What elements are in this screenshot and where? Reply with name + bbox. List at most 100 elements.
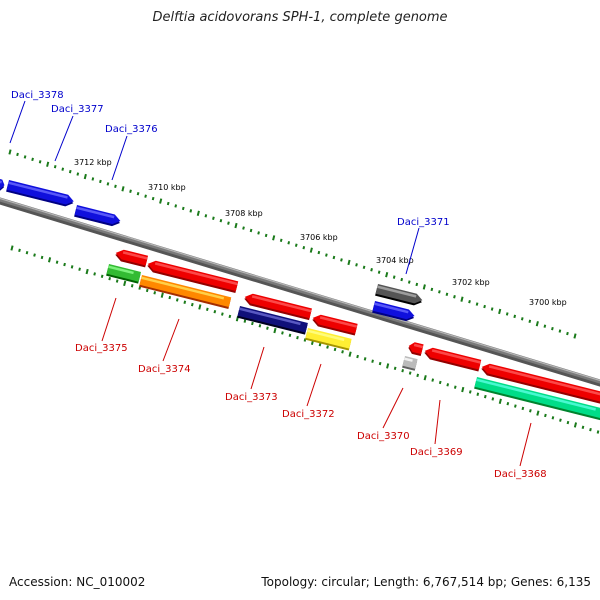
gene-label[interactable]: Daci_3376 bbox=[105, 124, 158, 135]
outer-tick-mark bbox=[573, 333, 577, 339]
tick-label: 3708 kbp bbox=[225, 209, 263, 218]
gene-label[interactable]: Daci_3371 bbox=[397, 217, 450, 228]
feature-daci-3374-orange-gloss bbox=[141, 276, 225, 300]
gene-leader-line bbox=[405, 227, 420, 275]
outer-tick-mark bbox=[332, 255, 336, 260]
inner-tick-mark bbox=[529, 409, 532, 413]
inner-tick-mark bbox=[190, 302, 194, 307]
inner-tick-mark bbox=[476, 392, 480, 396]
outer-tick-mark bbox=[279, 238, 283, 243]
inner-tick-mark bbox=[536, 410, 540, 416]
outer-tick-mark bbox=[385, 271, 389, 278]
outer-tick-mark bbox=[76, 172, 80, 176]
outer-tick-mark bbox=[513, 314, 517, 319]
gene-label[interactable]: Daci_3368 bbox=[494, 469, 547, 480]
inner-tick-mark bbox=[438, 380, 442, 385]
feature-daci-3368-red-gloss bbox=[488, 365, 600, 397]
gene-label[interactable]: Daci_3378 bbox=[11, 90, 64, 101]
outer-tick-mark bbox=[174, 204, 178, 208]
inner-tick-mark bbox=[423, 375, 427, 381]
outer-tick-mark bbox=[136, 192, 140, 196]
gene-leader-line bbox=[434, 399, 441, 445]
inner-tick-mark bbox=[153, 291, 157, 295]
inner-tick-mark bbox=[573, 422, 578, 428]
feature-daci-3373-red-gloss bbox=[251, 295, 312, 313]
feature-daci-3374-orange bbox=[139, 275, 232, 309]
inner-tick-mark bbox=[589, 427, 592, 432]
outer-tick-mark bbox=[129, 189, 132, 193]
gene-label[interactable]: Daci_3377 bbox=[51, 104, 104, 115]
outer-tick-mark bbox=[257, 231, 260, 235]
gene-label[interactable]: Daci_3369 bbox=[410, 447, 463, 458]
inner-tick-mark bbox=[93, 272, 96, 276]
inner-tick-mark bbox=[356, 354, 359, 359]
ticks-layer: 3712 kbp 3710 kbp 3708 kbp 3706 kbp 3704 kbp… bbox=[8, 149, 600, 434]
inner-tick-mark bbox=[228, 314, 232, 319]
outer-tick-mark bbox=[407, 280, 411, 284]
outer-tick-mark bbox=[347, 259, 351, 266]
outer-tick-mark bbox=[16, 152, 19, 157]
outer-tick-mark bbox=[61, 167, 65, 171]
outer-tick-mark bbox=[302, 245, 306, 250]
tick-label: 3710 kbp bbox=[148, 183, 186, 192]
outer-tick-mark bbox=[430, 287, 434, 292]
gene-label[interactable]: Daci_3373 bbox=[225, 392, 278, 403]
outer-tick-mark bbox=[340, 258, 343, 262]
outer-tick-mark bbox=[166, 201, 170, 206]
inner-tick-mark bbox=[47, 257, 52, 263]
feature-daci-3372-red bbox=[312, 314, 358, 336]
inner-tick-mark bbox=[243, 319, 247, 323]
gene-label[interactable]: Daci_3374 bbox=[138, 364, 191, 375]
inner-tick-mark bbox=[168, 295, 172, 300]
feature-daci-3375-green-gloss bbox=[108, 265, 134, 275]
tick-label: 3706 kbp bbox=[300, 233, 338, 242]
outer-tick-mark bbox=[422, 284, 426, 290]
inner-tick-mark bbox=[138, 286, 142, 290]
outer-tick-mark bbox=[490, 307, 494, 311]
feature-daci-3378 bbox=[6, 180, 74, 207]
feature-daci-3368-mint-gloss bbox=[476, 378, 596, 411]
outer-tick-mark bbox=[53, 165, 57, 169]
inner-tick-mark bbox=[78, 267, 81, 271]
outer-tick-mark bbox=[114, 184, 117, 189]
inner-tick-mark bbox=[401, 368, 405, 373]
outer-tick-mark bbox=[460, 296, 464, 302]
gene-label[interactable]: Daci_3372 bbox=[282, 409, 335, 420]
outer-tick-mark bbox=[272, 235, 276, 241]
inner-tick-mark bbox=[70, 265, 74, 269]
outer-tick-mark bbox=[566, 331, 569, 336]
inner-tick-mark bbox=[205, 307, 209, 312]
gene-label[interactable]: Daci_3375 bbox=[75, 343, 128, 354]
feature-daci-3369-red bbox=[424, 347, 482, 372]
gene-leader-line bbox=[111, 135, 128, 181]
outer-tick-mark bbox=[317, 250, 321, 255]
outer-tick-mark bbox=[543, 324, 547, 328]
outer-tick-mark bbox=[189, 209, 193, 213]
gene-leader-line bbox=[54, 115, 74, 162]
outer-tick-mark bbox=[468, 299, 471, 304]
outer-tick-mark bbox=[31, 157, 34, 162]
gene-leader-line bbox=[162, 318, 180, 362]
gene-leader-line bbox=[101, 297, 117, 342]
gene-leader-line bbox=[9, 100, 26, 144]
feature-daci-3377-gloss bbox=[76, 206, 115, 219]
accession-text: Accession: NC_010002 bbox=[9, 575, 146, 589]
outer-tick-mark bbox=[415, 282, 419, 287]
inner-tick-mark bbox=[453, 385, 457, 389]
outer-tick-mark bbox=[91, 177, 95, 181]
outer-tick-mark bbox=[445, 292, 449, 296]
feature-daci-3375-red-gloss bbox=[122, 251, 148, 260]
gene-leader-line bbox=[306, 363, 322, 407]
inner-tick-mark bbox=[378, 361, 382, 366]
outer-tick-mark bbox=[46, 161, 50, 167]
inner-tick-mark bbox=[251, 321, 254, 326]
outer-tick-mark bbox=[264, 233, 268, 238]
inner-tick-mark bbox=[40, 255, 44, 260]
outer-tick-mark bbox=[121, 186, 125, 192]
outer-tick-mark bbox=[294, 243, 298, 247]
outer-tick-mark bbox=[227, 221, 230, 225]
outer-tick-mark bbox=[234, 222, 238, 229]
gene-label[interactable]: Daci_3370 bbox=[357, 431, 410, 442]
feature-daci-3371-grey bbox=[375, 284, 423, 306]
